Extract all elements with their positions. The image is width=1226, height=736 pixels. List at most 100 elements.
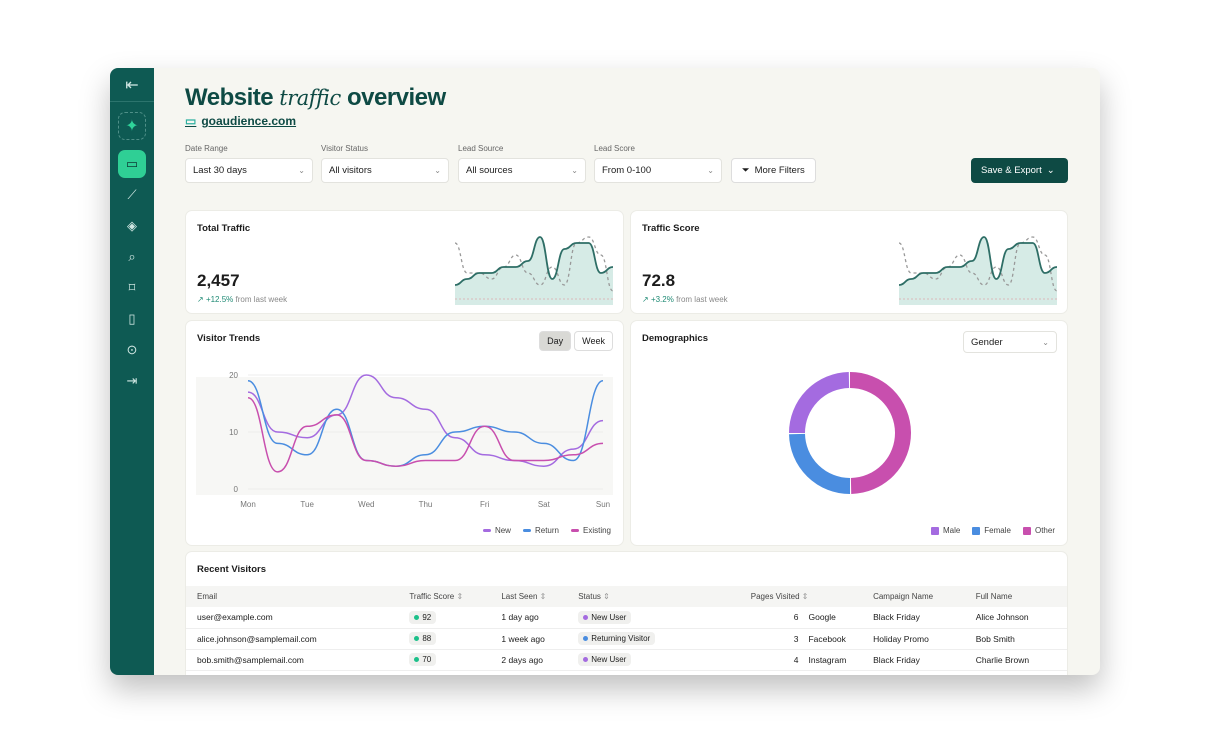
toggle-day[interactable]: Day bbox=[539, 331, 572, 351]
cell-text: 92 bbox=[422, 612, 432, 622]
legend-new: New bbox=[482, 526, 511, 535]
score-badge: 92 bbox=[409, 610, 437, 624]
cell-pages-visited: 3 bbox=[709, 628, 809, 650]
x-tick-label: Thu bbox=[419, 500, 433, 509]
sort-icon[interactable]: ⇕ bbox=[454, 592, 464, 601]
x-tick-label: Sun bbox=[596, 500, 610, 509]
save-export-button[interactable]: Save & Export ⌄ bbox=[971, 158, 1068, 183]
demographics-donut bbox=[789, 372, 911, 494]
sparkline-previous bbox=[899, 236, 1057, 292]
app-window: ⇤ ✦ ▭ ⟋ ◈ ⌕ ⌑ ▯ ⊙ ⇥ Website traffic over… bbox=[110, 68, 1100, 675]
column-header[interactable]: Traffic Score ⇕ bbox=[409, 586, 502, 607]
total-traffic-card: Total Traffic 2,457 ↗ +12.5% from last w… bbox=[185, 210, 624, 314]
cell-full-name: Bob Smith bbox=[975, 628, 1067, 650]
book-icon[interactable]: ▯ bbox=[128, 311, 136, 326]
cell-text: Black Friday bbox=[873, 612, 920, 623]
sort-icon[interactable]: ⇕ bbox=[799, 592, 809, 601]
table-row[interactable]: user@example.com 92 1 day ago New User 6 Goog… bbox=[186, 607, 1067, 629]
cell-last-seen: 2 days ago bbox=[501, 649, 579, 671]
legend-male: Male bbox=[930, 526, 960, 535]
cell-text: user@example.com bbox=[197, 612, 273, 623]
cell-source: Facebook bbox=[808, 628, 874, 650]
cell-text: Charlie Brown bbox=[975, 654, 1030, 665]
cell-text: bob.smith@samplemail.com bbox=[197, 654, 304, 665]
settings-icon[interactable]: ⊙ bbox=[126, 342, 138, 357]
cell-text: Instagram bbox=[808, 654, 847, 665]
cell-status: Returning Visitor bbox=[578, 628, 710, 650]
cell-text: alice.johnson@samplemail.com bbox=[197, 633, 317, 644]
cell-text: Black Friday bbox=[873, 654, 920, 665]
cell-full-name: Charlie Brown bbox=[975, 649, 1067, 671]
cell-text: New User bbox=[591, 612, 627, 622]
search-icon[interactable]: ⌕ bbox=[128, 249, 136, 264]
y-tick-label: 10 bbox=[229, 428, 238, 437]
sparkline-current bbox=[455, 236, 613, 286]
gender-select[interactable]: Gender ⌄ bbox=[963, 331, 1057, 353]
cell-last-seen: 1 week ago bbox=[501, 628, 579, 650]
series-line-existing bbox=[247, 397, 604, 473]
recent-visitors-table: Email Traffic Score ⇕ Last Seen ⇕ Status ⇕ P… bbox=[186, 586, 1067, 671]
sort-icon[interactable]: ⇕ bbox=[600, 592, 610, 601]
cell-traffic-score: 70 bbox=[409, 649, 502, 671]
monitor-icon[interactable]: ▭ bbox=[118, 150, 146, 178]
score-badge: 70 bbox=[409, 653, 437, 666]
legend-return: Return bbox=[522, 526, 559, 535]
cell-email: alice.johnson@samplemail.com bbox=[186, 628, 410, 650]
table-row[interactable]: alice.johnson@samplemail.com 88 1 week ago… bbox=[186, 628, 1067, 650]
cell-pages-visited: 4 bbox=[709, 649, 809, 671]
cell-text: 1 week ago bbox=[501, 633, 545, 644]
x-tick-label: Fri bbox=[480, 500, 490, 509]
cell-text: 6 bbox=[793, 612, 799, 623]
page-title: Website traffic overview bbox=[185, 84, 446, 111]
cell-campaign: Black Friday bbox=[873, 649, 976, 671]
column-header: Full Name bbox=[975, 586, 1067, 607]
series-line-new bbox=[247, 374, 604, 467]
visitor-trends-chart: 0 10 20 Mon Tue Wed Thu Fri Sat Sun bbox=[196, 371, 613, 509]
bookmark-icon[interactable]: ⌑ bbox=[128, 280, 136, 295]
cell-text: 3 bbox=[793, 633, 799, 644]
chart-icon[interactable]: ⟋ bbox=[127, 187, 137, 202]
lead-score-filter: Lead Score From 0-100 ⌄ bbox=[594, 144, 722, 183]
column-header[interactable]: Pages Visited ⇕ bbox=[709, 586, 809, 607]
cell-text: Facebook bbox=[808, 633, 846, 644]
cell-text: New User bbox=[591, 655, 627, 664]
traffic-score-card: Traffic Score 72.8 ↗ +3.2% from last wee… bbox=[630, 210, 1068, 314]
cell-traffic-score: 88 bbox=[409, 628, 502, 650]
table-row[interactable]: bob.smith@samplemail.com 70 2 days ago New … bbox=[186, 649, 1067, 671]
cell-full-name: Alice Johnson bbox=[975, 607, 1067, 629]
chevron-down-icon: ⌄ bbox=[1046, 165, 1055, 176]
more-filters-button[interactable]: ⏷ More Filters bbox=[731, 158, 816, 183]
site-link[interactable]: ▭ goaudience.com bbox=[185, 114, 297, 128]
donut-slice-female[interactable] bbox=[789, 433, 851, 494]
cell-source: Google bbox=[808, 607, 874, 629]
sparkline-current bbox=[899, 236, 1057, 286]
cell-status: New User bbox=[578, 607, 710, 629]
toggle-week[interactable]: Week bbox=[574, 331, 613, 351]
cell-text: Google bbox=[808, 612, 836, 623]
cell-text: Alice Johnson bbox=[975, 612, 1029, 623]
lead-source-filter: Lead Source All sources ⌄ bbox=[458, 144, 586, 183]
cell-text: Bob Smith bbox=[975, 633, 1015, 644]
visitor-status-filter: Visitor Status All visitors ⌄ bbox=[321, 144, 449, 183]
logo-icon: ✦ bbox=[118, 112, 146, 140]
lead-source-select[interactable]: All sources ⌄ bbox=[458, 158, 586, 183]
collapse-sidebar-icon[interactable]: ⇤ bbox=[110, 68, 154, 102]
date-range-filter: Date Range Last 30 days ⌄ bbox=[185, 144, 313, 183]
lead-score-select[interactable]: From 0-100 ⌄ bbox=[594, 158, 722, 183]
demographics-card: Demographics Gender ⌄ Male Female Other bbox=[630, 320, 1068, 546]
cell-status: New User bbox=[578, 649, 710, 671]
donut-slice-other[interactable] bbox=[849, 372, 911, 494]
layers-icon[interactable]: ◈ bbox=[127, 218, 137, 233]
sort-icon[interactable]: ⇕ bbox=[537, 592, 547, 601]
cell-source: Instagram bbox=[808, 649, 874, 671]
donut-slice-male[interactable] bbox=[789, 372, 850, 434]
visitor-status-select[interactable]: All visitors ⌄ bbox=[321, 158, 449, 183]
recent-visitors-card: Recent Visitors Email Traffic Score ⇕ Last… bbox=[185, 551, 1068, 675]
sparkline-area bbox=[455, 237, 613, 305]
x-tick-label: Wed bbox=[358, 500, 374, 509]
date-range-select[interactable]: Last 30 days ⌄ bbox=[185, 158, 313, 183]
column-header[interactable]: Last Seen ⇕ bbox=[501, 586, 579, 607]
column-header[interactable]: Status ⇕ bbox=[578, 586, 710, 607]
cell-text: Holiday Promo bbox=[873, 633, 929, 644]
logout-icon[interactable]: ⇥ bbox=[126, 373, 138, 388]
